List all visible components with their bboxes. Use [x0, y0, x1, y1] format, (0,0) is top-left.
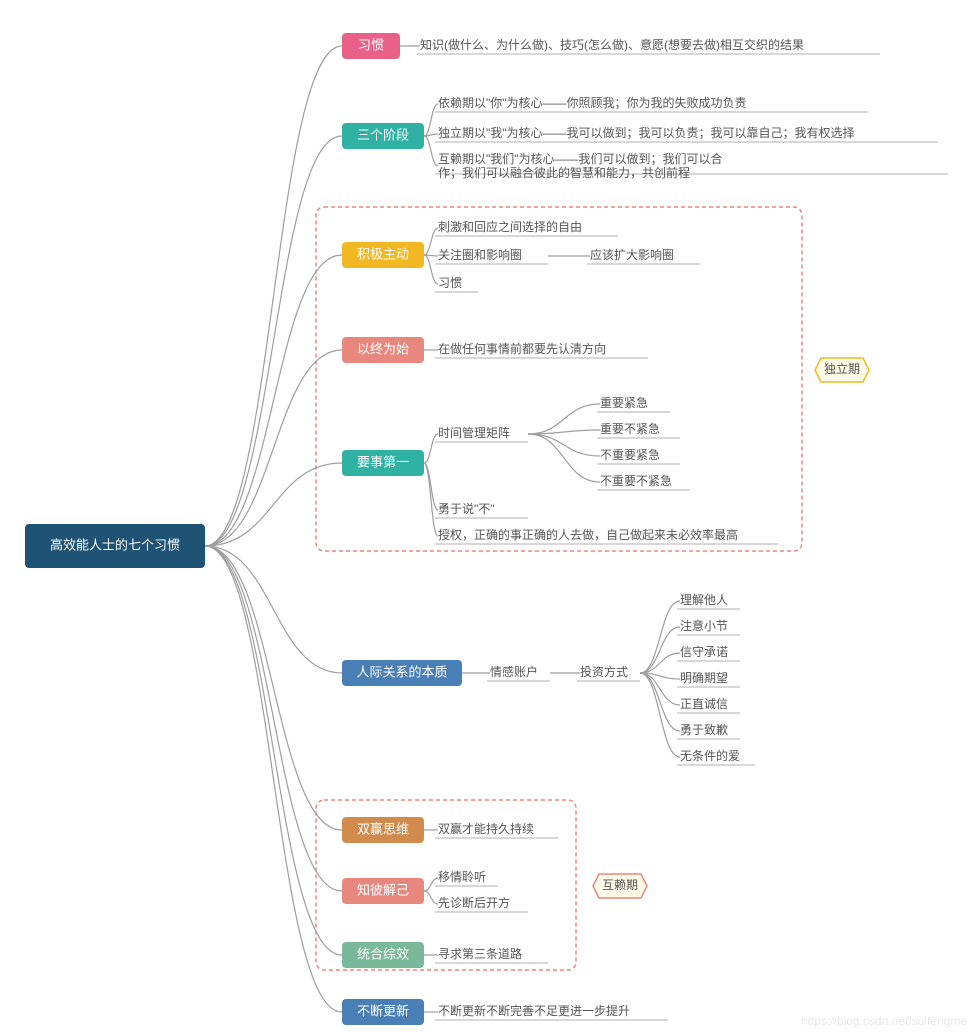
connector: [640, 673, 680, 731]
connector: [640, 673, 680, 757]
leaf-relation-0-sub0-sub2: 信守承诺: [680, 645, 728, 659]
leaf-understand-0: 移情聆听: [438, 870, 486, 884]
leaf-first-0-sub3: 不重要不紧急: [600, 473, 672, 488]
connector: [528, 434, 600, 482]
connector: [424, 434, 438, 463]
leaf-first-0-sub0: 重要紧急: [600, 395, 648, 410]
leaf-renew-0: 不断更新不断完善不足更进一步提升: [438, 1003, 630, 1018]
leaf-first-0-sub1: 重要不紧急: [600, 421, 660, 436]
connector: [528, 404, 600, 434]
branch-label-habit: 习惯: [358, 37, 384, 52]
leaf-relation-0-sub0: 投资方式: [580, 664, 628, 679]
branch-label-stages: 三个阶段: [357, 127, 409, 142]
leaf-understand-1: 先诊断后开方: [438, 895, 510, 910]
leaf-relation-0-sub0-sub1: 注意小节: [680, 618, 728, 633]
leaf-relation-0-sub0-sub0: 理解他人: [680, 593, 728, 607]
watermark: https://blog.csdn.net/suifengme: [801, 1014, 967, 1028]
root-connector: [205, 136, 342, 546]
badge-label-independent: 独立期: [824, 361, 860, 376]
leaf-proactive-2: 习惯: [438, 275, 462, 290]
root-label: 高效能人士的七个习惯: [50, 537, 180, 552]
root-connector: [205, 546, 342, 673]
branch-label-begin: 以终为始: [357, 341, 409, 356]
connector: [640, 627, 680, 673]
leaf-relation-0: 情感账户: [490, 664, 538, 679]
connector: [528, 430, 600, 434]
leaf-stages-1: 独立期以"我"为核心——我可以做到；我可以负责；我可以靠自己；我有权选择: [438, 125, 855, 140]
leaf-stages-0: 依赖期以"你"为核心——你照顾我；你为我的失败成功负责: [438, 95, 747, 110]
leaf-proactive-1: 关注圈和影响圈: [438, 247, 522, 262]
leaf-first-0-sub2: 不重要紧急: [600, 447, 660, 462]
branch-label-relation: 人际关系的本质: [356, 664, 447, 679]
leaf-proactive-0: 刺激和回应之间选择的自由: [438, 219, 582, 234]
connector: [424, 136, 438, 166]
badge-label-interdependent: 互赖期: [602, 878, 638, 892]
branch-label-proactive: 积极主动: [357, 246, 409, 261]
connector: [424, 891, 438, 904]
svg-text:作；我们可以融合彼此的智慧和能力，共创前程: 作；我们可以融合彼此的智慧和能力，共创前程: [438, 165, 690, 180]
branch-label-winwin: 双赢思维: [357, 821, 409, 836]
connector: [424, 255, 438, 284]
branch-label-first: 要事第一: [357, 454, 409, 469]
connector: [424, 463, 438, 536]
branch-label-understand: 知彼解己: [357, 882, 409, 897]
leaf-first-0: 时间管理矩阵: [438, 425, 510, 440]
root-connector: [205, 46, 342, 546]
connector: [528, 434, 600, 456]
leaf-relation-0-sub0-sub3: 明确期望: [680, 671, 728, 685]
connector: [424, 228, 438, 255]
root-connector: [205, 463, 342, 546]
leaf-habit-0: 知识(做什么、为什么做)、技巧(怎么做)、意愿(想要去做)相互交织的结果: [420, 37, 804, 52]
leaf-synergy-0: 寻求第三条道路: [438, 946, 522, 961]
leaf-relation-0-sub0-sub5: 勇于致歉: [680, 723, 728, 737]
leaf-relation-0-sub0-sub4: 正直诚信: [680, 697, 728, 711]
root-connector: [205, 546, 342, 1012]
branch-label-renew: 不断更新: [357, 1003, 409, 1018]
leaf-first-2: 授权，正确的事正确的人去做，自己做起来未必效率最高: [438, 527, 738, 542]
leaf-stages-2: 互赖期以"我们"为核心——我们可以做到；我们可以合: [438, 151, 723, 166]
leaf-first-1: 勇于说"不": [438, 501, 495, 516]
root-connector: [205, 546, 342, 955]
leaf-proactive-1-sub0: 应该扩大影响圈: [590, 247, 674, 262]
root-connector: [205, 350, 342, 546]
root-connector: [205, 546, 342, 891]
connector: [424, 104, 438, 136]
leaf-relation-0-sub0-sub6: 无条件的爱: [680, 748, 740, 763]
leaf-begin-0: 在做任何事情前都要先认清方向: [438, 341, 606, 356]
branch-label-synergy: 统合综效: [357, 946, 409, 961]
connector: [424, 878, 438, 891]
root-connector: [205, 546, 342, 830]
leaf-winwin-0: 双赢才能持久持续: [438, 821, 534, 836]
